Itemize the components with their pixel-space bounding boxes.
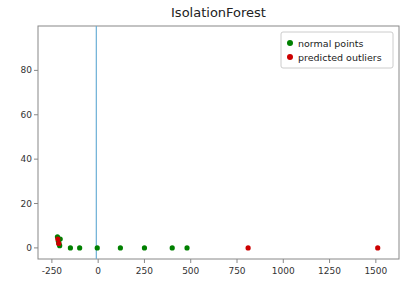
x-tick xyxy=(237,259,238,263)
y-tick-label: 20 xyxy=(21,199,33,209)
point xyxy=(375,245,380,250)
chart: IsolationForest -250 0 250 500 750 1000 1250 150… xyxy=(0,0,409,283)
x-tick xyxy=(98,259,99,263)
point xyxy=(68,245,73,250)
y-tick-label: 60 xyxy=(21,110,33,120)
y-tick xyxy=(34,247,38,248)
point xyxy=(170,245,175,250)
x-tick-label: 1500 xyxy=(364,266,387,276)
point xyxy=(56,241,61,246)
point xyxy=(118,245,123,250)
x-tick-label: 250 xyxy=(136,266,153,276)
point xyxy=(55,236,60,241)
title: IsolationForest xyxy=(171,5,266,20)
y-tick-label: 40 xyxy=(21,154,33,164)
x-tick xyxy=(375,259,376,263)
y-tick xyxy=(34,70,38,71)
x-tick-label: 0 xyxy=(95,266,101,276)
x-tick xyxy=(190,259,191,263)
x-tick xyxy=(283,259,284,263)
plot-frame xyxy=(38,26,399,259)
x-tick-label: -250 xyxy=(42,266,63,276)
point xyxy=(184,245,189,250)
legend-box xyxy=(281,32,393,68)
axes: -250 0 250 500 750 1000 1250 1500 0 20 40 60 80 xyxy=(21,65,388,276)
point xyxy=(142,245,147,250)
x-tick xyxy=(144,259,145,263)
point xyxy=(246,245,251,250)
y-tick xyxy=(34,203,38,204)
legend-marker xyxy=(287,40,293,46)
x-tick xyxy=(51,259,52,263)
y-tick xyxy=(34,114,38,115)
y-tick-label: 80 xyxy=(21,65,33,75)
x-tick-label: 1000 xyxy=(272,266,295,276)
y-tick xyxy=(34,159,38,160)
x-tick xyxy=(329,259,330,263)
y-tick-label: 0 xyxy=(26,243,32,253)
legend: normal points predicted outliers xyxy=(281,32,393,68)
legend-marker xyxy=(287,54,293,60)
x-tick-label: 750 xyxy=(228,266,245,276)
x-tick-label: 1250 xyxy=(318,266,341,276)
point xyxy=(77,245,82,250)
legend-label: normal points xyxy=(298,38,364,49)
legend-label: predicted outliers xyxy=(298,52,382,63)
point xyxy=(95,245,100,250)
x-tick-label: 500 xyxy=(182,266,199,276)
vertical-line xyxy=(96,26,97,259)
